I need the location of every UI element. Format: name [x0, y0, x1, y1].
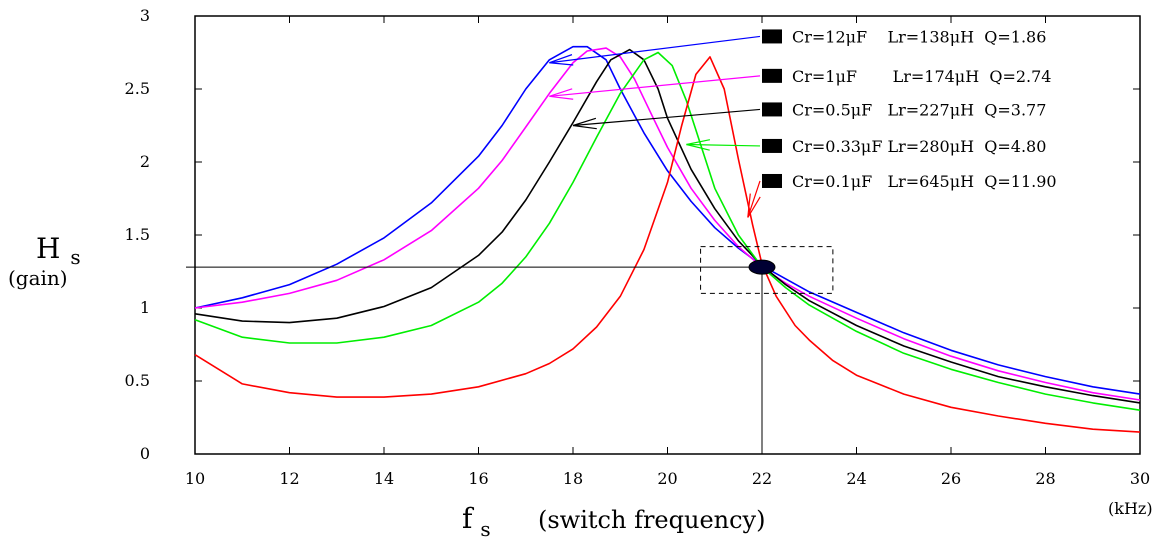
x-axis-unit: (kHz): [1108, 499, 1153, 518]
legend-label-4: Cr=0.1μF Lr=645μH Q=11.90: [792, 172, 1057, 191]
callout-arrow-0: [549, 35, 761, 64]
y-tick-label: 1.5: [125, 225, 150, 244]
legend-label-0: Cr=12μF Lr=138μH Q=1.86: [792, 27, 1046, 46]
callout-arrow-3: [686, 143, 761, 147]
series-layer: [194, 45, 1141, 433]
y-tick-label: 2.5: [125, 79, 150, 98]
legend-swatch-1: [762, 68, 782, 83]
legend-label-2: Cr=0.5μF Lr=227μH Q=3.77: [792, 100, 1046, 119]
y-axis-ticks: 0 0.5 1 1.5 2 2.5 3: [125, 6, 1140, 463]
legend-swatch-2: [762, 102, 782, 117]
callout-arrowhead-3: [686, 139, 711, 146]
legend-swatch-4: [762, 173, 782, 188]
callout-arrowhead-3: [686, 143, 710, 151]
x-axis-description: (switch frequency): [538, 506, 765, 534]
legend-label-1: Cr=1μF Lr=174μH Q=2.74: [792, 67, 1051, 86]
x-axis-symbol: f: [462, 502, 475, 535]
x-tick-label: 20: [657, 469, 677, 488]
y-axis-description: (gain): [8, 266, 68, 290]
y-tick-label: 0.5: [125, 371, 150, 390]
y-axis-subscript: s: [70, 245, 80, 269]
x-tick-label: 26: [941, 469, 961, 488]
legend-swatch-3: [762, 138, 782, 153]
callout-arrow-4: [747, 180, 761, 218]
callout-arrowhead-2: [572, 117, 597, 127]
series-line-0: [194, 45, 1141, 395]
y-tick-label: 3: [140, 6, 150, 25]
y-axis-symbol: H: [36, 232, 60, 265]
legend-label-3: Cr=0.33μF Lr=280μH Q=4.80: [792, 137, 1046, 156]
x-tick-label: 22: [752, 469, 772, 488]
series-line-3: [194, 51, 1141, 411]
x-axis-ticks: 10 12 14 16 18 20 22 24 26 28 30: [185, 16, 1150, 488]
x-tick-label: 18: [563, 469, 583, 488]
callout-arrowhead-1: [549, 88, 573, 97]
callout-arrow-2: [572, 108, 761, 127]
callout-arrowhead-2: [572, 124, 597, 130]
operating-point-marker: [748, 259, 776, 275]
annotation-layer: [186, 35, 834, 454]
x-tick-label: 28: [1035, 469, 1055, 488]
y-tick-label: 1: [140, 298, 150, 317]
legend-swatch-0: [762, 29, 782, 44]
series-line-2: [194, 48, 1141, 404]
y-tick-label: 0: [140, 444, 150, 463]
legend: Cr=12μF Lr=138μH Q=1.86 Cr=1μF Lr=174μH Q…: [762, 27, 1057, 191]
callout-arrowhead-0: [549, 62, 574, 66]
x-tick-label: 12: [279, 469, 299, 488]
callout-arrow-1: [549, 75, 761, 97]
x-tick-label: 30: [1130, 469, 1150, 488]
callout-arrowhead-1: [549, 95, 574, 100]
series-line-1: [194, 47, 1141, 401]
y-tick-label: 2: [140, 152, 150, 171]
dashed-highlight-box: [700, 246, 834, 294]
callout-arrowhead-4: [747, 193, 751, 218]
callout-arrowhead-4: [747, 196, 761, 218]
x-tick-label: 24: [846, 469, 866, 488]
x-tick-label: 16: [468, 469, 488, 488]
callout-arrowhead-0: [549, 54, 573, 64]
x-axis-subscript: s: [480, 517, 490, 540]
x-tick-label: 14: [374, 469, 394, 488]
series-line-4: [194, 56, 1141, 433]
x-tick-label: 10: [185, 469, 205, 488]
